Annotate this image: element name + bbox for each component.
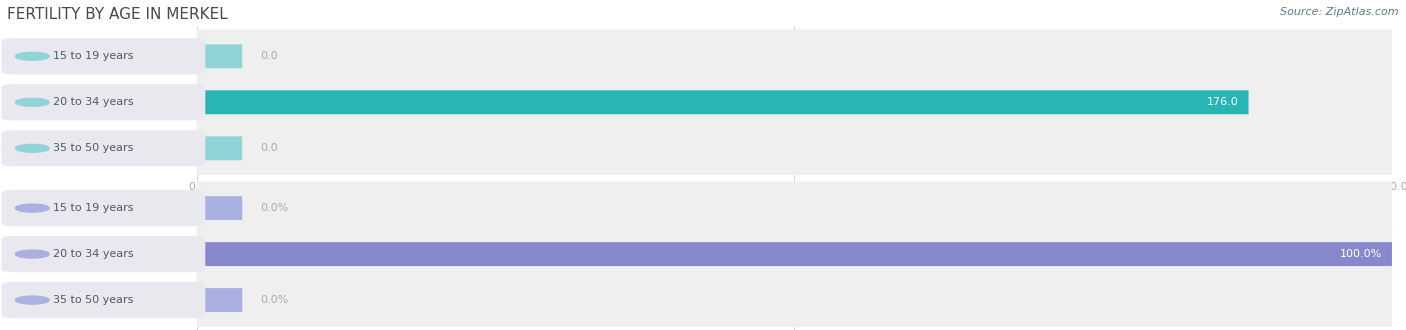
FancyBboxPatch shape (197, 181, 1392, 235)
FancyBboxPatch shape (197, 44, 242, 68)
Text: 35 to 50 years: 35 to 50 years (53, 295, 134, 305)
Text: 35 to 50 years: 35 to 50 years (53, 143, 134, 153)
Text: 20 to 34 years: 20 to 34 years (53, 97, 134, 107)
Text: 15 to 19 years: 15 to 19 years (53, 203, 134, 213)
FancyBboxPatch shape (197, 76, 1392, 129)
Text: FERTILITY BY AGE IN MERKEL: FERTILITY BY AGE IN MERKEL (7, 7, 228, 21)
Text: 0.0: 0.0 (260, 51, 278, 61)
Text: 20 to 34 years: 20 to 34 years (53, 249, 134, 259)
FancyBboxPatch shape (197, 196, 242, 220)
Text: 0.0%: 0.0% (260, 203, 288, 213)
Text: 15 to 19 years: 15 to 19 years (53, 51, 134, 61)
Text: 0.0%: 0.0% (260, 295, 288, 305)
FancyBboxPatch shape (197, 90, 1249, 114)
FancyBboxPatch shape (197, 242, 1392, 266)
FancyBboxPatch shape (197, 29, 1392, 83)
Text: 100.0%: 100.0% (1340, 249, 1382, 259)
Text: Source: ZipAtlas.com: Source: ZipAtlas.com (1281, 7, 1399, 16)
FancyBboxPatch shape (197, 273, 1392, 327)
FancyBboxPatch shape (197, 227, 1392, 281)
FancyBboxPatch shape (197, 121, 1392, 175)
Text: 176.0: 176.0 (1208, 97, 1239, 107)
FancyBboxPatch shape (197, 288, 242, 312)
FancyBboxPatch shape (197, 136, 242, 160)
Text: 0.0: 0.0 (260, 143, 278, 153)
